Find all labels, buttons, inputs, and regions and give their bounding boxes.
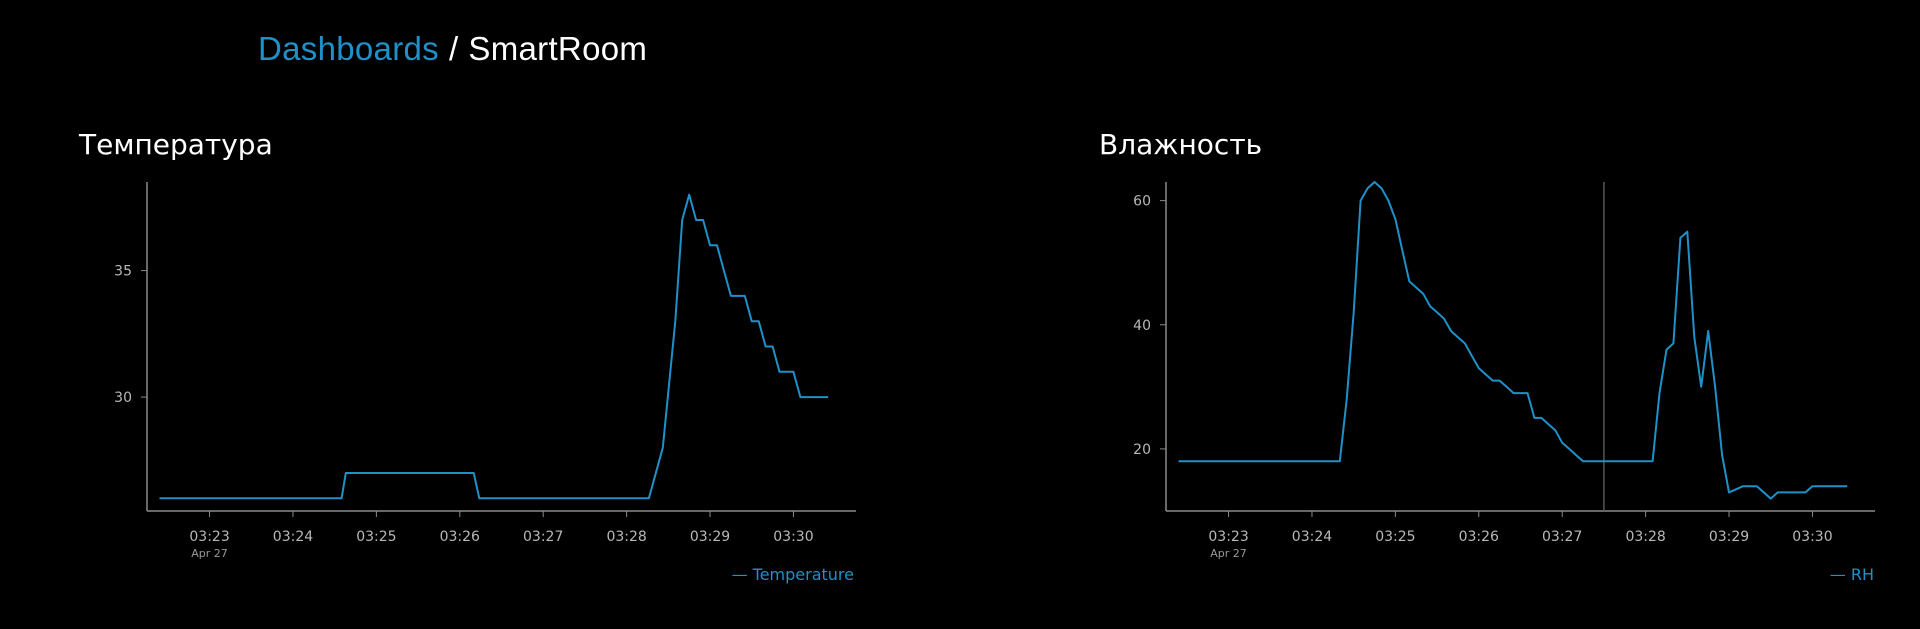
x-tick-label: 03:26	[1459, 529, 1499, 545]
humidity-legend[interactable]: — RH	[1829, 565, 1874, 584]
x-tick-label: 03:24	[273, 529, 313, 545]
breadcrumb: Dashboards / SmartRoom	[258, 30, 647, 68]
x-tick-label: 03:23	[1208, 529, 1248, 545]
x-tick-label: 03:24	[1292, 529, 1332, 545]
y-tick-label: 40	[1133, 318, 1151, 334]
series-line-temperature[interactable]	[159, 193, 829, 500]
series-line-rh[interactable]	[1178, 181, 1848, 500]
breadcrumb-separator: /	[448, 30, 459, 67]
x-tick-label: 03:27	[523, 529, 563, 545]
temperature-panel-title: Температура	[79, 128, 273, 161]
breadcrumb-current: SmartRoom	[468, 30, 648, 67]
x-tick-label: 03:30	[773, 529, 813, 545]
x-tick-label: 03:25	[1375, 529, 1415, 545]
x-tick-label: 03:28	[1625, 529, 1665, 545]
x-tick-label: 03:29	[690, 529, 730, 545]
humidity-panel-title: Влажность	[1099, 128, 1263, 161]
x-date-label: Apr 27	[1210, 547, 1247, 560]
x-tick-label: 03:27	[1542, 529, 1582, 545]
y-tick-label: 60	[1133, 194, 1151, 210]
y-tick-label: 35	[114, 264, 132, 280]
y-tick-label: 20	[1133, 442, 1151, 458]
y-tick-label: 30	[114, 390, 132, 406]
x-date-label: Apr 27	[191, 547, 228, 560]
x-tick-label: 03:26	[440, 529, 480, 545]
x-tick-label: 03:29	[1709, 529, 1749, 545]
x-tick-label: 03:28	[606, 529, 646, 545]
breadcrumb-dashboards-link[interactable]: Dashboards	[258, 30, 439, 67]
temperature-legend[interactable]: — Temperature	[731, 565, 854, 584]
x-tick-label: 03:23	[189, 529, 229, 545]
x-tick-label: 03:30	[1792, 529, 1832, 545]
x-tick-label: 03:25	[356, 529, 396, 545]
